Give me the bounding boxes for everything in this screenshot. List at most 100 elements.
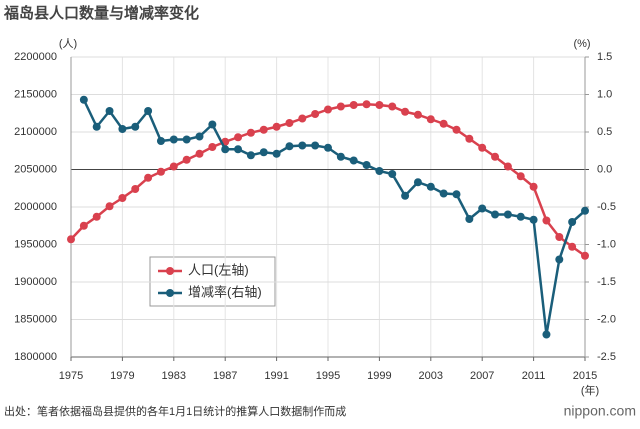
x-tick-label: 1991 bbox=[264, 370, 288, 382]
y2-tick-label: -1.5 bbox=[597, 276, 616, 288]
data-point bbox=[195, 149, 204, 158]
data-point bbox=[516, 172, 525, 181]
y2-tick-label: -0.5 bbox=[597, 201, 616, 213]
data-point bbox=[581, 206, 589, 215]
data-point bbox=[503, 162, 512, 171]
y-tick-label: 2000000 bbox=[14, 201, 57, 213]
data-point bbox=[156, 137, 165, 145]
x-tick-label: 2011 bbox=[522, 370, 546, 382]
data-point bbox=[413, 178, 422, 187]
data-point bbox=[465, 134, 474, 143]
data-point bbox=[272, 149, 281, 158]
data-point bbox=[491, 210, 500, 219]
data-point bbox=[336, 102, 345, 111]
data-point bbox=[169, 135, 178, 144]
y2-tick-label: -1.0 bbox=[597, 238, 616, 250]
x-tick-label: 1975 bbox=[59, 370, 83, 382]
legend-label: 人口(左轴) bbox=[188, 262, 249, 277]
legend-marker bbox=[166, 289, 174, 297]
data-point bbox=[439, 119, 448, 128]
logo: nippon.com bbox=[564, 403, 636, 419]
data-point bbox=[246, 128, 255, 137]
y2-tick-label: 0.0 bbox=[597, 163, 612, 175]
data-point bbox=[272, 122, 281, 131]
data-point bbox=[169, 162, 178, 171]
data-point bbox=[79, 221, 88, 230]
y-tick-label: 2200000 bbox=[14, 51, 57, 63]
y2-tick-label: 1.5 bbox=[597, 51, 612, 63]
y2-tick-label: 1.0 bbox=[597, 88, 612, 100]
x-tick-label: 2015 bbox=[573, 370, 597, 382]
data-point bbox=[208, 120, 217, 129]
data-point bbox=[195, 132, 204, 141]
data-point bbox=[581, 251, 589, 260]
data-point bbox=[118, 194, 127, 202]
data-point bbox=[401, 191, 410, 200]
data-point bbox=[118, 125, 127, 133]
data-point bbox=[375, 167, 384, 175]
data-point bbox=[67, 235, 75, 244]
data-point bbox=[182, 155, 191, 164]
x-tick-label: 2007 bbox=[470, 370, 494, 382]
data-point bbox=[234, 133, 243, 142]
y-tick-label: 2150000 bbox=[14, 88, 57, 100]
data-point bbox=[298, 141, 307, 150]
data-point bbox=[388, 170, 397, 178]
data-point bbox=[79, 95, 88, 104]
data-point bbox=[246, 151, 255, 160]
data-point bbox=[285, 119, 294, 127]
data-point bbox=[234, 145, 243, 154]
data-point bbox=[452, 190, 461, 199]
data-point bbox=[478, 143, 487, 152]
data-point bbox=[401, 107, 410, 116]
data-point bbox=[349, 156, 358, 165]
x-tick-label: 2003 bbox=[419, 370, 443, 382]
data-point bbox=[221, 145, 230, 154]
data-point bbox=[311, 141, 320, 150]
data-point bbox=[311, 110, 320, 118]
data-point bbox=[105, 107, 114, 115]
data-point bbox=[568, 242, 577, 251]
data-point bbox=[529, 182, 538, 191]
data-point bbox=[144, 107, 153, 115]
data-point bbox=[375, 101, 384, 109]
y-tick-label: 2050000 bbox=[14, 163, 57, 175]
y-tick-label: 1900000 bbox=[14, 276, 57, 288]
x-tick-label: 1983 bbox=[162, 370, 186, 382]
data-point bbox=[413, 110, 422, 119]
y-tick-label: 2100000 bbox=[14, 126, 57, 138]
y2-tick-label: -2.0 bbox=[597, 313, 616, 325]
y2-tick-label: 0.5 bbox=[597, 126, 612, 138]
data-point bbox=[568, 218, 577, 226]
x-tick-label: 1999 bbox=[367, 370, 391, 382]
data-point bbox=[426, 182, 435, 191]
data-point bbox=[131, 122, 140, 131]
data-point bbox=[259, 125, 268, 134]
data-point bbox=[144, 173, 153, 182]
data-point bbox=[259, 148, 268, 157]
data-point bbox=[362, 161, 371, 169]
series-line bbox=[82, 99, 586, 335]
data-point bbox=[516, 212, 525, 221]
data-point bbox=[182, 135, 191, 144]
data-point bbox=[324, 105, 332, 114]
data-point bbox=[208, 143, 217, 151]
data-point bbox=[336, 152, 345, 161]
y-tick-label: 1850000 bbox=[14, 313, 57, 325]
x-axis-label: (年) bbox=[581, 383, 599, 397]
data-point bbox=[491, 152, 500, 161]
y-axis-label: (人) bbox=[59, 37, 77, 50]
data-point bbox=[388, 102, 397, 111]
x-tick-label: 1979 bbox=[110, 370, 134, 382]
data-point bbox=[542, 330, 551, 339]
data-point bbox=[156, 167, 165, 176]
data-point bbox=[452, 125, 461, 134]
data-point bbox=[298, 114, 307, 123]
legend-marker bbox=[166, 267, 174, 275]
data-point bbox=[503, 210, 512, 219]
data-point bbox=[426, 115, 435, 124]
data-point bbox=[105, 202, 114, 211]
data-point bbox=[555, 233, 564, 241]
y-tick-label: 1950000 bbox=[14, 238, 57, 250]
